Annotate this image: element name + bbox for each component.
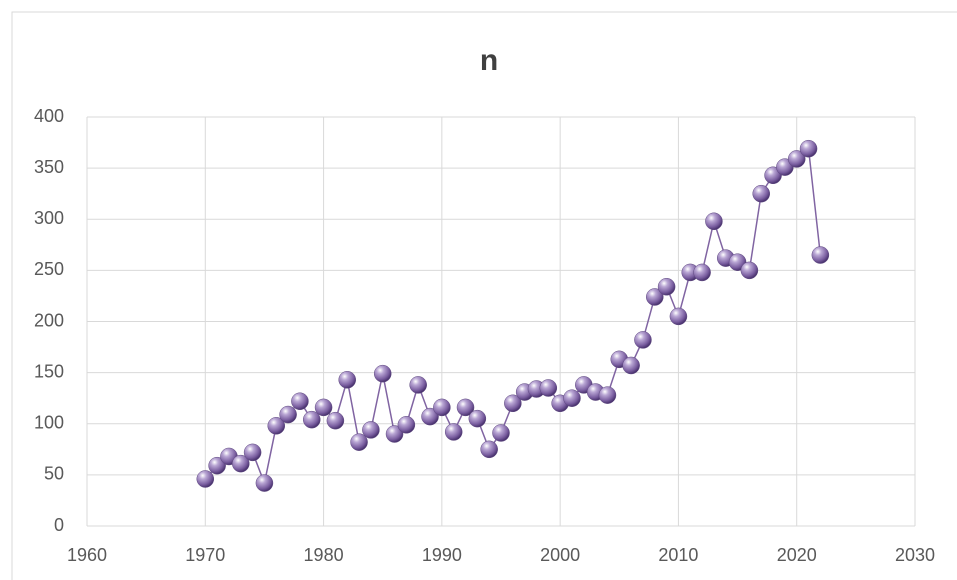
data-point xyxy=(456,398,475,417)
data-point xyxy=(669,307,688,326)
y-tick-label: 400 xyxy=(34,106,64,126)
y-tick-label: 300 xyxy=(34,208,64,228)
x-tick-label: 1980 xyxy=(304,545,344,565)
plot xyxy=(196,139,830,492)
data-point xyxy=(480,440,498,459)
x-tick-label: 2000 xyxy=(540,545,580,565)
data-point xyxy=(409,376,427,394)
y-tick-label: 0 xyxy=(54,515,64,535)
data-point xyxy=(740,261,759,280)
data-point xyxy=(208,456,226,475)
x-tick-label: 1960 xyxy=(67,545,107,565)
data-point xyxy=(373,364,392,383)
data-point xyxy=(433,398,451,417)
data-point xyxy=(326,411,345,430)
chart-frame xyxy=(11,11,957,580)
data-point xyxy=(693,263,711,282)
data-point xyxy=(302,410,321,429)
y-tick-label: 200 xyxy=(34,310,64,330)
data-point xyxy=(362,421,380,439)
data-point xyxy=(444,423,463,441)
x-tick-label: 1970 xyxy=(185,545,225,565)
data-point xyxy=(338,371,356,389)
data-point xyxy=(279,405,297,424)
data-point xyxy=(787,150,806,168)
data-point xyxy=(598,386,617,404)
data-point xyxy=(705,212,723,231)
y-tick-label: 250 xyxy=(34,259,64,279)
data-point xyxy=(563,389,581,407)
y-tick-label: 100 xyxy=(34,413,64,433)
data-point xyxy=(243,443,262,462)
data-point xyxy=(468,409,487,428)
y-tick-label: 50 xyxy=(44,464,64,484)
data-point xyxy=(397,416,416,434)
data-point xyxy=(350,433,368,451)
data-point xyxy=(504,394,522,413)
data-point xyxy=(232,454,250,473)
data-point xyxy=(657,277,676,296)
y-tick-label: 350 xyxy=(34,157,64,177)
data-point xyxy=(291,392,309,411)
x-tick-label: 2010 xyxy=(658,545,698,565)
data-point xyxy=(385,425,404,443)
data-point xyxy=(196,470,215,488)
data-point xyxy=(752,184,770,203)
data-point xyxy=(492,424,510,442)
y-tick-label: 150 xyxy=(34,361,64,381)
data-point xyxy=(646,288,664,306)
data-point xyxy=(799,139,818,158)
data-point xyxy=(314,398,333,417)
chart-title: n xyxy=(480,44,498,77)
data-point xyxy=(267,417,286,435)
grid xyxy=(86,116,916,527)
data-point xyxy=(622,356,640,375)
data-point xyxy=(634,331,652,349)
data-point xyxy=(539,379,558,397)
x-tick-label: 1990 xyxy=(422,545,462,565)
data-point xyxy=(421,407,439,426)
data-point xyxy=(811,246,830,264)
x-tick-label: 2020 xyxy=(777,545,817,565)
x-tick-label: 2030 xyxy=(895,545,935,565)
data-point xyxy=(255,474,274,492)
